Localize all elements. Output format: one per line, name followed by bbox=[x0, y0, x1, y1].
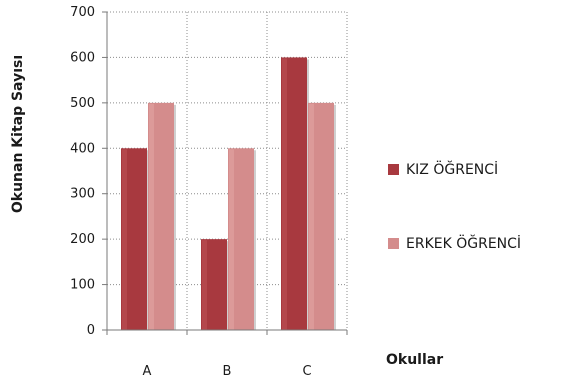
y-tick-label: 100 bbox=[70, 278, 95, 293]
x-tick-labels: A B C bbox=[143, 364, 312, 379]
y-tick-label: 300 bbox=[70, 187, 95, 202]
bar-body bbox=[281, 57, 307, 331]
bar-body bbox=[228, 148, 254, 330]
y-tick-labels: 0 100 200 300 400 500 600 700 bbox=[70, 5, 95, 338]
legend-entry: ERKEK ÖĞRENCİ bbox=[388, 234, 521, 252]
bar-body bbox=[121, 148, 147, 330]
y-axis-label: Okunan Kitap Sayısı bbox=[10, 55, 26, 213]
bar-body bbox=[148, 102, 174, 330]
y-tick-label: 600 bbox=[70, 50, 95, 65]
bar-highlight bbox=[122, 149, 127, 330]
bar-body bbox=[308, 102, 334, 330]
x-tick-label: A bbox=[143, 364, 152, 379]
bar bbox=[281, 57, 309, 331]
legend-swatch bbox=[388, 238, 399, 249]
bar-highlight bbox=[202, 240, 207, 330]
bar-highlight bbox=[229, 149, 234, 330]
legend: KIZ ÖĞRENCİ ERKEK ÖĞRENCİ bbox=[388, 160, 521, 252]
axes-layer bbox=[102, 11, 348, 335]
x-axis-label: Okullar bbox=[386, 352, 443, 368]
bar bbox=[121, 148, 149, 330]
legend-swatch bbox=[388, 164, 399, 175]
x-tick-label: B bbox=[223, 364, 232, 379]
bar bbox=[201, 239, 229, 330]
y-tick-label: 400 bbox=[70, 141, 95, 156]
legend-entry: KIZ ÖĞRENCİ bbox=[388, 160, 498, 178]
bar bbox=[308, 102, 336, 330]
y-tick-label: 0 bbox=[87, 323, 95, 338]
x-tick-label: C bbox=[302, 364, 311, 379]
bar-highlight bbox=[149, 103, 154, 330]
legend-label: ERKEK ÖĞRENCİ bbox=[406, 234, 521, 252]
bar-highlight bbox=[282, 58, 287, 331]
bars-layer bbox=[121, 57, 336, 331]
bar bbox=[148, 102, 176, 330]
y-tick-label: 500 bbox=[70, 96, 95, 111]
bar-body bbox=[201, 239, 227, 330]
bar-highlight bbox=[309, 103, 314, 330]
y-tick-label: 700 bbox=[70, 5, 95, 20]
y-tick-label: 200 bbox=[70, 232, 95, 247]
bar bbox=[228, 148, 256, 330]
legend-label: KIZ ÖĞRENCİ bbox=[406, 160, 498, 178]
